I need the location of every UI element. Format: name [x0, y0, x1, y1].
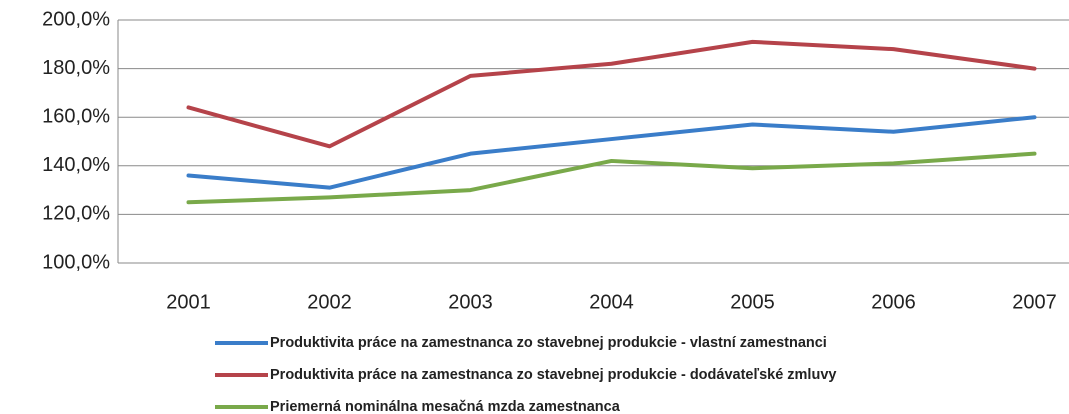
- series-line: [186, 151, 1037, 205]
- x-tick-label: 2005: [730, 291, 775, 313]
- y-tick-label: 120,0%: [42, 203, 110, 225]
- x-tick-label: 2002: [307, 291, 352, 313]
- x-tick-label: 2004: [589, 291, 634, 313]
- x-tick-label: 2006: [871, 291, 916, 313]
- y-tick-label: 160,0%: [42, 105, 110, 127]
- x-tick-label: 2001: [166, 291, 211, 313]
- legend-label: Priemerná nominálna mesačná mzda zamestn…: [270, 399, 621, 414]
- x-tick-label: 2003: [448, 291, 493, 313]
- y-tick-label: 140,0%: [42, 154, 110, 176]
- series-line: [186, 115, 1037, 190]
- y-tick-label: 180,0%: [42, 57, 110, 79]
- x-tick-label: 2007: [1012, 291, 1057, 313]
- legend-label: Produktivita práce na zamestnanca zo sta…: [270, 367, 836, 383]
- series-line: [186, 39, 1037, 149]
- y-tick-label: 200,0%: [42, 8, 110, 30]
- y-tick-label: 100,0%: [42, 251, 110, 273]
- legend-label: Produktivita práce na zamestnanca zo sta…: [270, 335, 827, 351]
